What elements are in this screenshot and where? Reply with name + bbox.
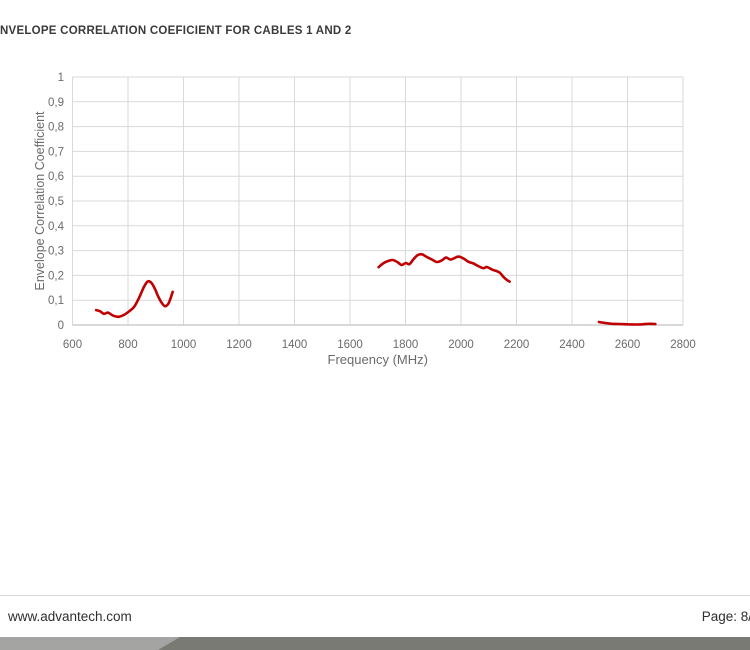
ecc-series-line	[377, 252, 511, 283]
x-tick-label: 600	[63, 339, 82, 351]
footer-divider	[0, 595, 750, 596]
chart-title: NVELOPE CORRELATION COEFICIENT FOR CABLE…	[0, 25, 352, 37]
x-tick-label: 1600	[337, 339, 363, 351]
ecc-series-line	[597, 320, 657, 326]
x-tick-label: 2800	[670, 339, 696, 351]
footer-website-text: www.advantech.com	[8, 609, 132, 624]
x-axis-title: Frequency (MHz)	[328, 352, 428, 367]
y-tick-label: 0,1	[48, 295, 64, 307]
y-tick-label: 0,8	[48, 122, 64, 134]
x-tick-label: 2400	[559, 339, 585, 351]
y-tick-label: 0,7	[48, 146, 64, 158]
x-tick-label: 800	[118, 339, 137, 351]
y-tick-label: 0,3	[48, 246, 64, 258]
y-tick-label: 0,2	[48, 270, 64, 282]
x-tick-label: 2600	[615, 339, 641, 351]
footer-bar	[0, 637, 750, 650]
y-tick-label: 0	[58, 320, 64, 332]
ecc-series-line	[94, 279, 174, 319]
x-tick-label: 1200	[226, 339, 252, 351]
y-tick-label: 0,4	[48, 221, 65, 233]
chart-svg: 1 0,9 0,8 0,7 0,6 0,5 0,4 0,3 0,2 0,1 0 600 800 1000 1…	[33, 72, 696, 367]
y-tick-label: 0,6	[48, 171, 64, 183]
y-axis-title: Envelope Correlation Coefficient	[33, 111, 47, 291]
x-tick-label: 1800	[393, 339, 419, 351]
y-tick-label: 0,9	[48, 97, 64, 109]
x-tick-label: 1400	[282, 339, 308, 351]
x-tick-label: 2200	[504, 339, 530, 351]
footer-page-number: Page: 8/	[701, 609, 750, 624]
y-tick-label: 1	[58, 72, 64, 84]
x-tick-label: 2000	[448, 339, 474, 351]
y-tick-label: 0,5	[48, 196, 64, 208]
footer-bar-accent	[158, 637, 750, 650]
x-tick-label: 1000	[171, 339, 197, 351]
